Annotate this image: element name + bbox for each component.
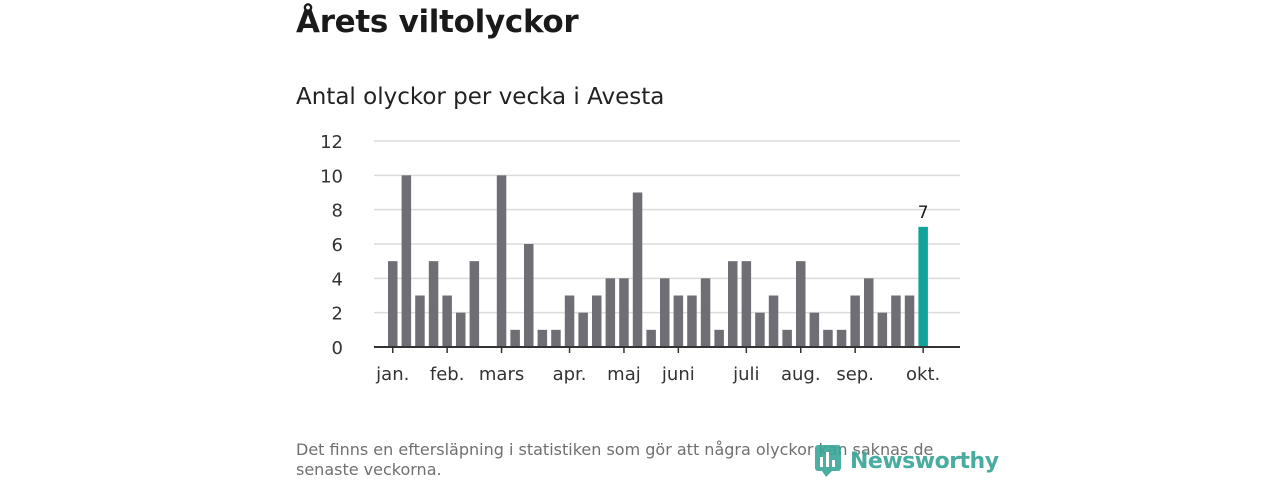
bar (741, 261, 752, 347)
bar (823, 329, 833, 347)
y-tick-label: 10 (320, 166, 343, 187)
bar (496, 175, 507, 347)
page-title: Årets viltolyckor (296, 4, 579, 40)
bar (564, 295, 575, 347)
bar (605, 278, 616, 347)
footnote: Det finns en eftersläpning i statistiken… (296, 440, 934, 479)
bar (646, 329, 656, 347)
bar (891, 295, 901, 347)
newsworthy-logo-icon (815, 445, 841, 477)
bar (850, 295, 860, 347)
x-tick-label: mars (479, 364, 524, 385)
bar (388, 261, 398, 347)
bar (428, 261, 439, 347)
x-tick-label: feb. (430, 364, 465, 385)
bar (918, 226, 928, 347)
bar (524, 244, 534, 347)
bar (836, 329, 847, 347)
bar (877, 312, 888, 347)
bar (904, 295, 915, 347)
bar (673, 295, 684, 347)
bar (619, 278, 629, 347)
brand-name: Newsworthy (850, 448, 999, 474)
bar (782, 329, 792, 347)
bar (469, 261, 480, 347)
x-tick-label: sep. (836, 364, 874, 385)
bar (660, 278, 670, 347)
y-tick-label: 2 (332, 304, 343, 325)
bar (537, 329, 548, 347)
x-tick-label: okt. (906, 364, 940, 385)
bar (442, 295, 452, 347)
bar (728, 261, 738, 347)
x-tick-label: apr. (553, 364, 587, 385)
bar (578, 312, 588, 347)
bar (687, 295, 697, 347)
bar (768, 295, 779, 347)
x-tick-label: juni (661, 364, 695, 385)
bar (755, 312, 765, 347)
chart-title: Antal olyckor per vecka i Avesta (296, 84, 665, 110)
bar (456, 312, 466, 347)
data-label: 7 (918, 203, 929, 223)
bar (632, 192, 643, 347)
y-tick-label: 4 (332, 269, 343, 290)
bar (401, 175, 412, 347)
bar (796, 261, 806, 347)
x-tick-label: maj (607, 364, 641, 385)
bar (700, 278, 711, 347)
brand-logo[interactable]: Newsworthy (814, 444, 999, 478)
y-tick-label: 6 (332, 235, 343, 256)
bar (551, 329, 561, 347)
x-tick-label: jan. (375, 364, 409, 385)
bar (809, 312, 820, 347)
bar (864, 278, 874, 347)
bar (714, 329, 724, 347)
y-tick-label: 12 (320, 132, 343, 153)
bar (415, 295, 425, 347)
bar (510, 329, 520, 347)
y-tick-label: 0 (332, 338, 343, 359)
bar (592, 295, 602, 347)
x-tick-label: aug. (781, 364, 821, 385)
x-tick-label: juli (732, 364, 759, 385)
y-tick-label: 8 (332, 201, 343, 222)
